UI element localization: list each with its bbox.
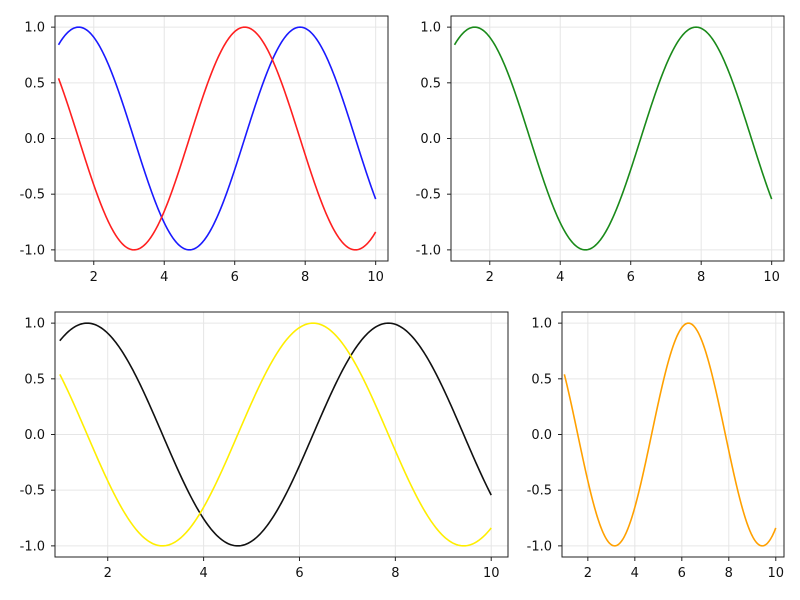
y-tick-label: 0.0 [531,428,552,443]
series-line-cosx [59,322,492,547]
y-tick-label: -1.0 [20,539,45,554]
x-tick-label: 10 [763,270,780,285]
y-tick-label: -1.0 [527,539,552,554]
subplot-top-right: 2 4 6 8 10 1.0 0.5 0.0 -0.5 -1.0 [416,15,785,285]
y-tick-label: -1.0 [20,243,45,258]
x-tick-label: 8 [391,566,399,581]
x-tick-label: 6 [231,270,239,285]
subplot-bottom-left: 2 4 6 8 10 1.0 0.5 0.0 -0.5 -1.0 [20,311,509,581]
x-tick-label: 10 [768,566,785,581]
y-tick-label: 0.0 [24,428,45,443]
x-tick-label: 4 [199,566,207,581]
y-tick-label: 1.0 [420,21,441,36]
x-tick-label: 2 [90,270,98,285]
x-tick-label: 2 [104,566,112,581]
y-tick-label: -0.5 [416,188,441,203]
y-tick-label: 0.0 [420,132,441,147]
y-tick-label: 0.5 [24,372,45,387]
x-tick-label: 2 [486,270,494,285]
y-tick-label: -0.5 [20,484,45,499]
y-tick-label: -0.5 [527,484,552,499]
series-line-cosx [57,26,377,251]
y-tick-label: -0.5 [20,188,45,203]
x-tick-label: 10 [483,566,500,581]
x-tick-label: 4 [631,566,639,581]
series-line-cosx [563,322,777,547]
x-tick-label: 6 [627,270,635,285]
x-tick-label: 2 [584,566,592,581]
y-tick-label: 0.5 [24,76,45,91]
y-tick-label: 1.0 [24,21,45,36]
y-tick-label: 0.5 [531,372,552,387]
y-tick-label: 1.0 [531,317,552,332]
x-tick-label: 8 [725,566,733,581]
y-tick-label: -1.0 [416,243,441,258]
x-tick-label: 10 [367,270,384,285]
x-tick-label: 6 [295,566,303,581]
subplot-top-left: 2 4 6 8 10 1.0 0.5 0.0 -0.5 -1.0 [20,15,389,285]
series-line-sinx [453,26,773,251]
x-tick-label: 6 [678,566,686,581]
y-tick-label: 0.0 [24,132,45,147]
x-tick-label: 4 [556,270,564,285]
series-line-sinx [59,322,492,547]
y-tick-label: 1.0 [24,317,45,332]
series-line-sinx [57,26,377,251]
x-tick-label: 8 [697,270,705,285]
subplot-bottom-right: 2 4 6 8 10 1.0 0.5 0.0 -0.5 -1.0 [527,311,785,581]
y-tick-label: 0.5 [420,76,441,91]
x-tick-label: 4 [160,270,168,285]
x-tick-label: 8 [301,270,309,285]
